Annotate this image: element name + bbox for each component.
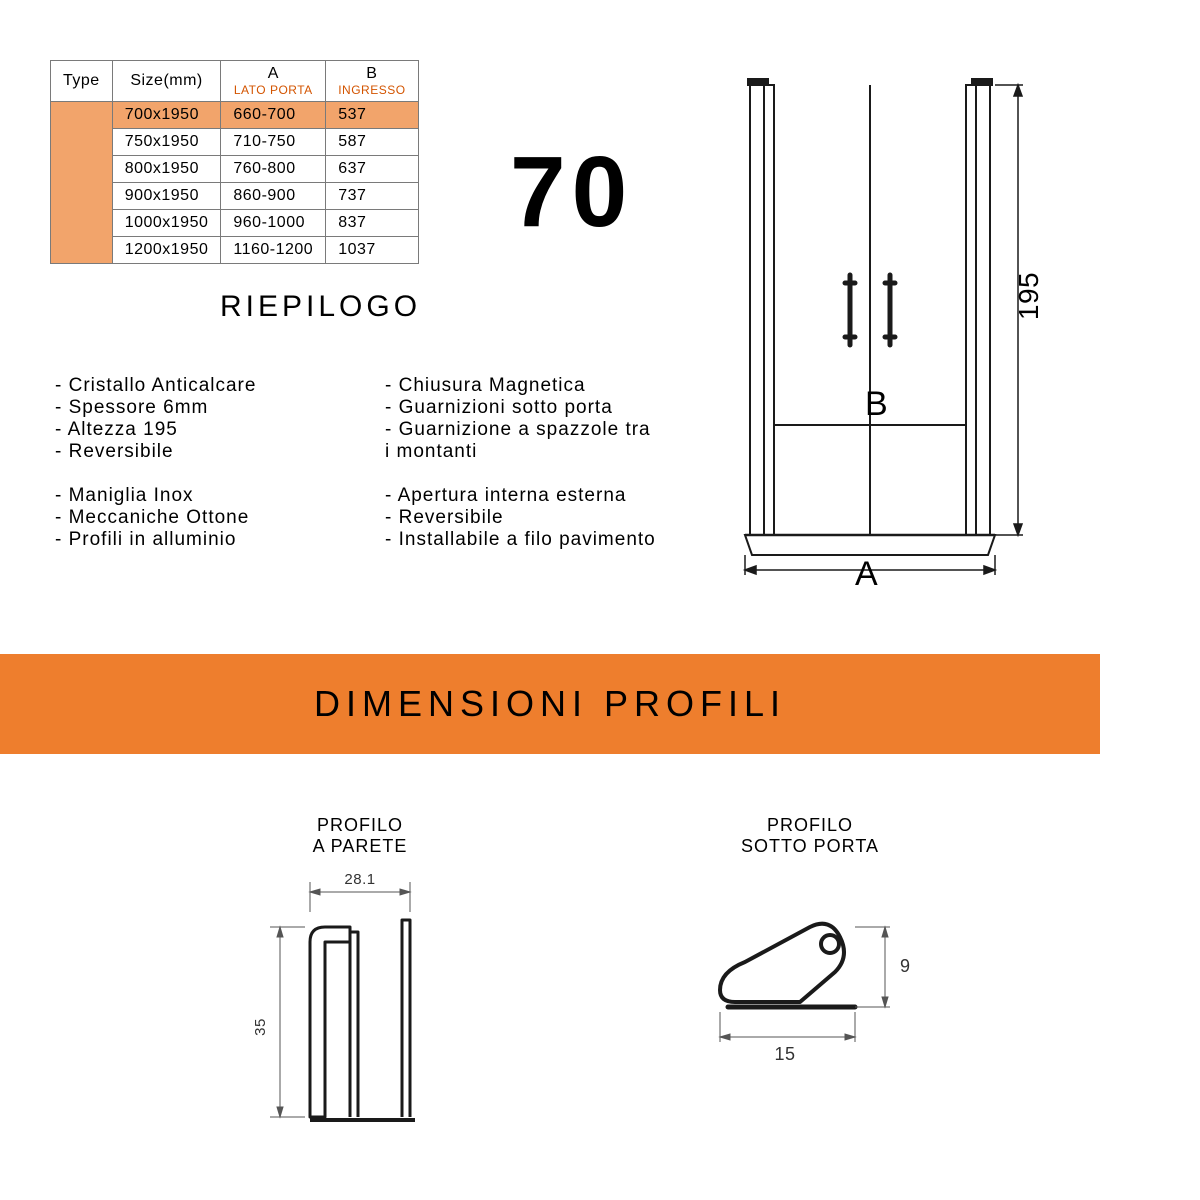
features-list: Cristallo AnticalcareSpessore 6mmAltezza… bbox=[55, 375, 695, 573]
cell-b: 537 bbox=[326, 102, 418, 129]
table-row: 700x1950660-700537 bbox=[51, 102, 419, 129]
profile-wall-title: PROFILO A PARETE bbox=[230, 815, 490, 857]
cell-a: 960-1000 bbox=[221, 210, 326, 237]
door-diagram bbox=[750, 85, 990, 545]
cell-b: 1037 bbox=[326, 237, 418, 264]
cell-a: 710-750 bbox=[221, 129, 326, 156]
section-band: DIMENSIONI PROFILI bbox=[0, 654, 1100, 754]
profile1-w: 28.1 bbox=[344, 871, 375, 888]
cell-a: 860-900 bbox=[221, 183, 326, 210]
cell-size: 700x1950 bbox=[112, 102, 221, 129]
cell-a: 660-700 bbox=[221, 102, 326, 129]
th-a: A LATO PORTA bbox=[221, 61, 326, 102]
cell-a: 760-800 bbox=[221, 156, 326, 183]
table-header-row: Type Size(mm) A LATO PORTA B INGRESSO bbox=[51, 61, 419, 102]
profile2-w: 15 bbox=[774, 1044, 795, 1064]
profile-under-title: PROFILO SOTTO PORTA bbox=[680, 815, 940, 857]
feature-line: Apertura interna esterna bbox=[385, 485, 695, 507]
cell-b: 637 bbox=[326, 156, 418, 183]
height-dimension: 195 bbox=[1013, 272, 1045, 320]
th-b-label: B bbox=[366, 65, 377, 82]
size-table: Type Size(mm) A LATO PORTA B INGRESSO 70… bbox=[50, 60, 419, 264]
feature-line: Cristallo Anticalcare bbox=[55, 375, 365, 397]
feature-line: Guarnizione a spazzole tra bbox=[385, 419, 695, 441]
cell-a: 1160-1200 bbox=[221, 237, 326, 264]
profile-under-door: PROFILO SOTTO PORTA 9 15 bbox=[680, 815, 940, 1077]
feature-line: Maniglia Inox bbox=[55, 485, 365, 507]
th-a-label: A bbox=[268, 65, 279, 82]
th-type: Type bbox=[51, 61, 113, 102]
profile-wall: PROFILO A PARETE 28.1 35 bbox=[230, 815, 490, 1137]
feature-line: Profili in alluminio bbox=[55, 529, 365, 551]
th-a-sub: LATO PORTA bbox=[233, 83, 313, 97]
cell-b: 587 bbox=[326, 129, 418, 156]
band-title: DIMENSIONI PROFILI bbox=[314, 683, 786, 725]
feature-line: Altezza 195 bbox=[55, 419, 365, 441]
feature-line: i montanti bbox=[385, 441, 695, 463]
feature-line: Spessore 6mm bbox=[55, 397, 365, 419]
feature-line: Installabile a filo pavimento bbox=[385, 529, 695, 551]
summary-title: RIEPILOGO bbox=[220, 290, 421, 324]
cell-size: 1200x1950 bbox=[112, 237, 221, 264]
cell-b: 737 bbox=[326, 183, 418, 210]
width-dimension: A bbox=[855, 555, 878, 594]
big-size-number: 70 bbox=[510, 135, 633, 250]
cell-size: 800x1950 bbox=[112, 156, 221, 183]
th-b: B INGRESSO bbox=[326, 61, 418, 102]
feature-line: Guarnizioni sotto porta bbox=[385, 397, 695, 419]
cell-size: 750x1950 bbox=[112, 129, 221, 156]
features-col-1: Cristallo AnticalcareSpessore 6mmAltezza… bbox=[55, 375, 365, 573]
feature-line: Reversibile bbox=[55, 441, 365, 463]
feature-line: Reversibile bbox=[385, 507, 695, 529]
feature-line: Meccaniche Ottone bbox=[55, 507, 365, 529]
cell-size: 1000x1950 bbox=[112, 210, 221, 237]
type-cell bbox=[51, 102, 113, 264]
profile1-h: 35 bbox=[252, 1018, 269, 1036]
cell-size: 900x1950 bbox=[112, 183, 221, 210]
cell-b: 837 bbox=[326, 210, 418, 237]
opening-dimension: B bbox=[865, 385, 888, 424]
th-size: Size(mm) bbox=[112, 61, 221, 102]
profile2-h: 9 bbox=[900, 956, 911, 976]
th-b-sub: INGRESSO bbox=[338, 83, 405, 97]
features-col-2: Chiusura MagneticaGuarnizioni sotto port… bbox=[385, 375, 695, 573]
feature-line: Chiusura Magnetica bbox=[385, 375, 695, 397]
